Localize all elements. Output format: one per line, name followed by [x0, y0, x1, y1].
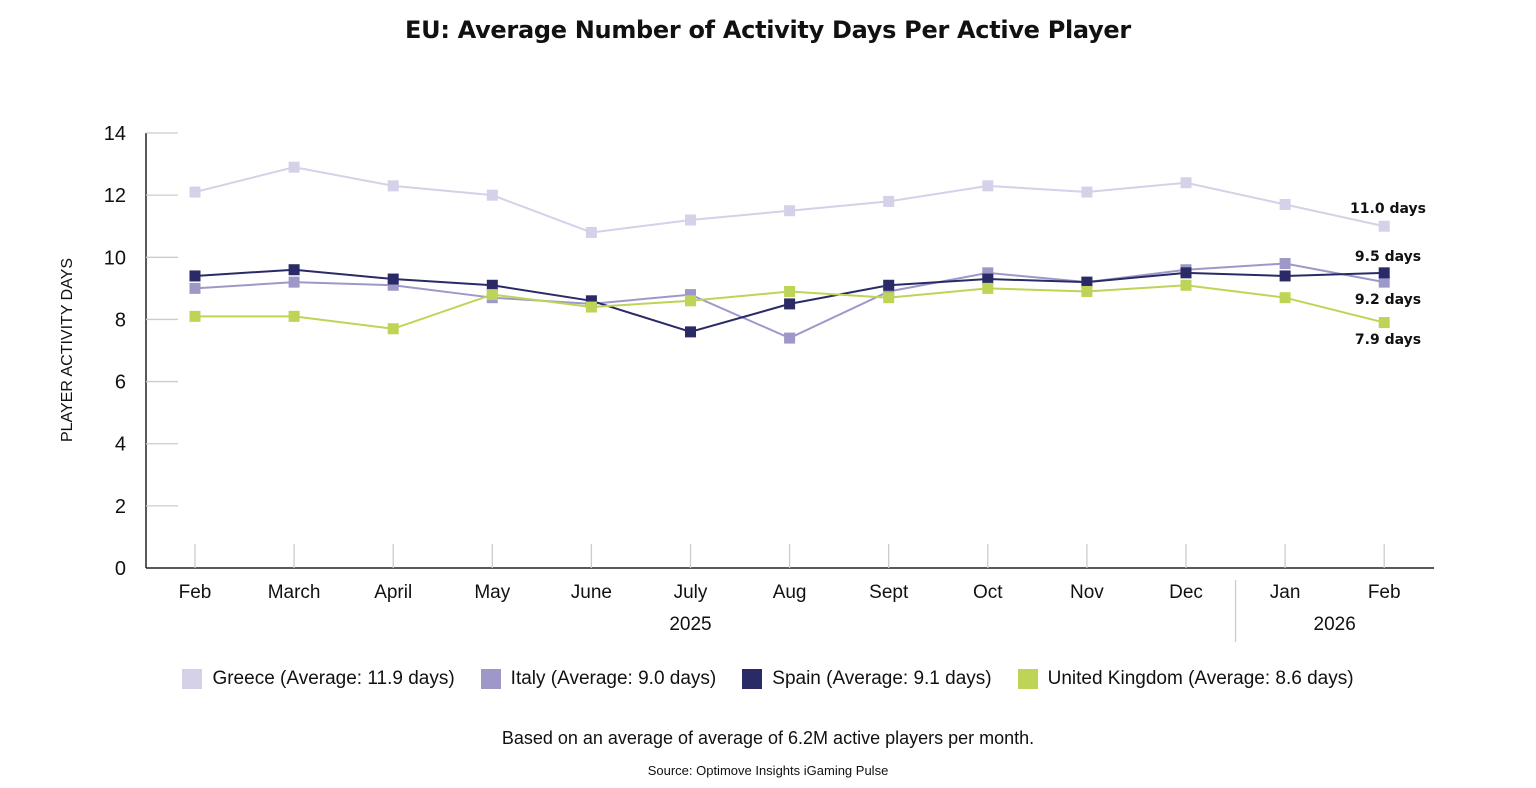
data-point — [189, 310, 201, 322]
y-tick-label: 10 — [104, 247, 126, 269]
end-labels: 11.0 days 9.2 days 9.5 days 7.9 days — [1350, 201, 1426, 348]
x-tick-label: Dec — [1169, 582, 1203, 603]
series-markers — [189, 161, 1390, 344]
y-tick-label: 6 — [115, 372, 126, 394]
x-tick-label: May — [474, 582, 510, 603]
x-tick-label: Oct — [973, 582, 1003, 603]
data-point — [1279, 198, 1291, 210]
legend-label: Spain (Average: 9.1 days) — [772, 668, 992, 689]
data-point — [486, 289, 498, 301]
year-group-label: 2025 — [669, 614, 711, 635]
y-axis-label: PLAYER ACTIVITY DAYS — [59, 258, 76, 442]
series-lines — [194, 166, 1385, 340]
data-point — [288, 161, 300, 173]
data-point — [486, 189, 498, 201]
source-note: Source: Optimove Insights iGaming Pulse — [647, 763, 889, 778]
data-point — [1081, 285, 1093, 297]
data-point — [288, 310, 300, 322]
data-point — [982, 267, 994, 279]
x-tick-label: April — [374, 582, 412, 603]
data-point — [784, 205, 796, 217]
end-value-label: 9.2 days — [1355, 292, 1421, 308]
data-point — [685, 295, 696, 307]
x-tick-label: Nov — [1070, 582, 1104, 603]
data-point — [1378, 267, 1390, 279]
data-point — [1081, 276, 1093, 288]
data-point — [685, 326, 696, 338]
y-tick-label: 12 — [104, 185, 126, 207]
chart-title: EU: Average Number of Activity Days Per … — [405, 16, 1131, 44]
data-point — [288, 276, 300, 288]
y-tick-label: 4 — [115, 434, 126, 456]
y-tick-label: 0 — [115, 558, 126, 580]
data-point — [387, 180, 399, 192]
data-point — [585, 226, 597, 238]
x-tick-label: Jan — [1270, 582, 1301, 603]
x-tick-label: Sept — [869, 582, 909, 603]
data-point — [1279, 258, 1291, 270]
x-tick-label: June — [571, 582, 612, 603]
data-point — [387, 279, 399, 291]
data-point — [189, 270, 201, 282]
data-point — [387, 273, 399, 285]
data-point — [784, 332, 796, 344]
data-point — [1279, 292, 1291, 304]
end-value-label: 11.0 days — [1350, 201, 1426, 217]
data-point — [1378, 220, 1390, 232]
footnote: Based on an average of average of 6.2M a… — [501, 728, 1035, 748]
legend: Greece (Average: 11.9 days) Italy (Averag… — [0, 668, 1536, 690]
legend-item: Spain (Average: 9.1 days) — [742, 668, 992, 690]
x-tick-label: Feb — [179, 582, 212, 603]
data-point — [486, 279, 498, 291]
legend-swatch — [480, 669, 501, 689]
data-point — [585, 295, 597, 307]
year-group-label: 2026 — [1314, 614, 1356, 635]
x-tick-label: March — [268, 582, 321, 603]
legend-label: Italy (Average: 9.0 days) — [510, 668, 717, 689]
series-line-0 — [194, 166, 1385, 234]
legend-item: United Kingdom (Average: 8.6 days) — [1017, 668, 1354, 690]
data-point — [685, 214, 696, 226]
tick-labels: 0 2 4 6 8 10 12 14 PLAYER ACTIVITY DAYS Feb March A… — [59, 123, 1401, 635]
legend-item: Italy (Average: 9.0 days) — [480, 668, 717, 690]
y-tick-label: 2 — [115, 496, 126, 518]
data-point — [288, 264, 300, 276]
x-tick-label: July — [674, 582, 708, 603]
data-point — [784, 285, 796, 297]
legend-swatch — [182, 669, 203, 689]
data-point — [883, 195, 895, 207]
data-point — [1279, 270, 1291, 282]
end-value-label: 9.5 days — [1355, 249, 1421, 265]
data-point — [189, 282, 201, 294]
data-point — [982, 180, 994, 192]
data-point — [982, 273, 994, 285]
legend-swatch — [742, 669, 763, 689]
x-tick-label: Aug — [773, 582, 807, 603]
data-point — [1081, 186, 1093, 198]
legend-swatch — [1017, 669, 1038, 689]
x-tick-label: Feb — [1368, 582, 1401, 603]
y-tick-label: 14 — [104, 123, 126, 145]
data-point — [883, 285, 895, 297]
line-chart: 0 2 4 6 8 10 12 14 PLAYER ACTIVITY DAYS Feb March A… — [59, 123, 1434, 642]
data-point — [1180, 279, 1192, 291]
data-point — [982, 282, 994, 294]
y-tick-label: 8 — [115, 309, 126, 331]
data-point — [1180, 267, 1192, 279]
data-point — [883, 279, 895, 291]
data-point — [585, 301, 597, 313]
data-point — [189, 186, 201, 198]
data-point — [1378, 317, 1390, 329]
legend-item: Greece (Average: 11.9 days) — [182, 668, 455, 690]
data-point — [1180, 177, 1192, 189]
axes — [145, 132, 1434, 642]
data-point — [1378, 276, 1390, 288]
data-point — [387, 323, 399, 335]
data-point — [883, 292, 895, 304]
end-value-label: 7.9 days — [1355, 332, 1421, 348]
data-point — [685, 289, 696, 301]
legend-label: United Kingdom (Average: 8.6 days) — [1047, 668, 1354, 689]
data-point — [784, 298, 796, 310]
legend-label: Greece (Average: 11.9 days) — [212, 668, 455, 689]
